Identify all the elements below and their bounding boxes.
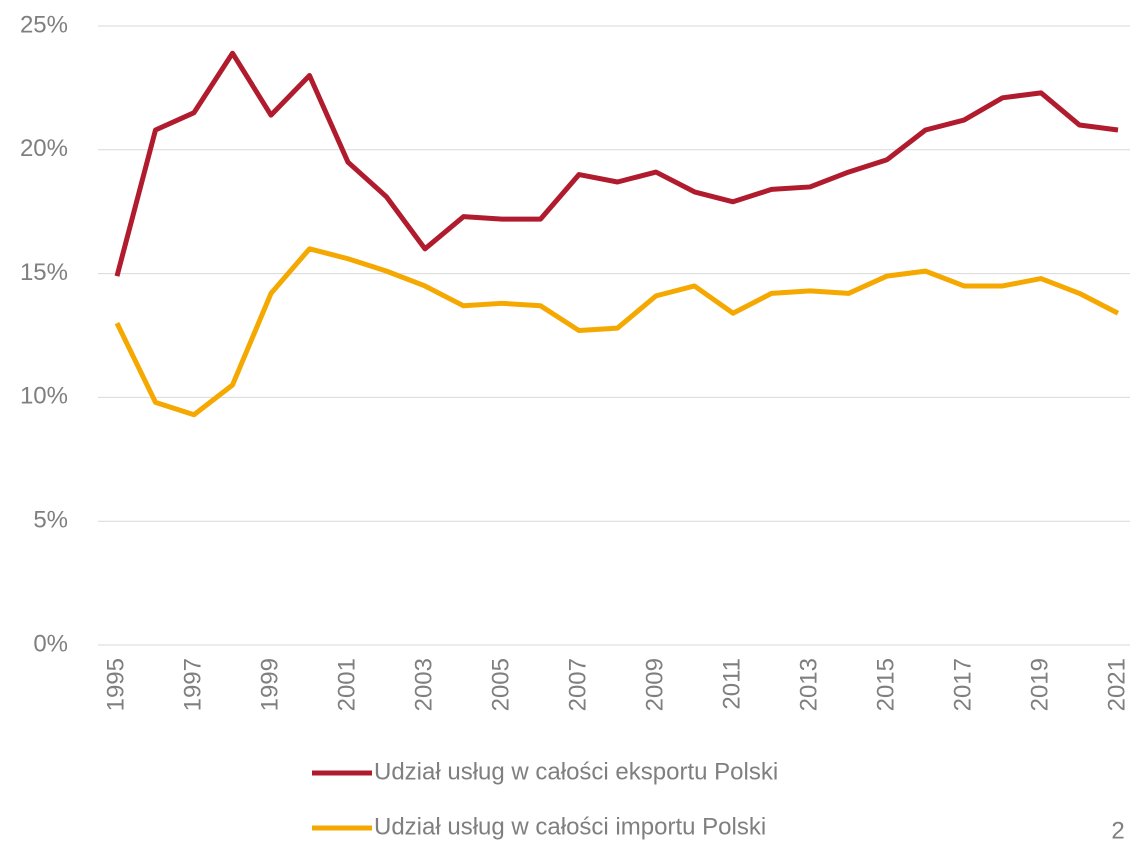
x-tick-label: 2015 xyxy=(872,658,899,711)
y-tick-label: 0% xyxy=(33,630,68,657)
x-tick-label: 2021 xyxy=(1103,658,1130,711)
x-tick-label: 2001 xyxy=(333,658,360,711)
x-tick-label: 1997 xyxy=(179,658,206,711)
x-tick-label: 1995 xyxy=(102,658,129,711)
x-tick-label: 2017 xyxy=(949,658,976,711)
x-tick-label: 2003 xyxy=(410,658,437,711)
x-tick-label: 2019 xyxy=(1026,658,1053,711)
y-tick-label: 5% xyxy=(33,507,68,534)
x-tick-label: 2007 xyxy=(564,658,591,711)
y-tick-label: 10% xyxy=(20,383,68,410)
page-number: 2 xyxy=(1111,817,1124,842)
x-tick-label: 2011 xyxy=(718,658,745,710)
legend-label: Udział usług w całości eksportu Polski xyxy=(374,758,778,785)
x-tick-label: 2005 xyxy=(487,658,514,711)
legend-label: Udział usług w całości importu Polski xyxy=(374,813,766,840)
y-tick-label: 25% xyxy=(20,11,68,38)
x-tick-label: 2009 xyxy=(641,658,668,711)
y-tick-label: 15% xyxy=(20,259,68,286)
x-tick-label: 1999 xyxy=(256,658,283,711)
y-tick-label: 20% xyxy=(20,135,68,162)
series-line xyxy=(114,50,1119,277)
series-line xyxy=(114,246,1120,418)
x-tick-label: 2013 xyxy=(795,658,822,711)
